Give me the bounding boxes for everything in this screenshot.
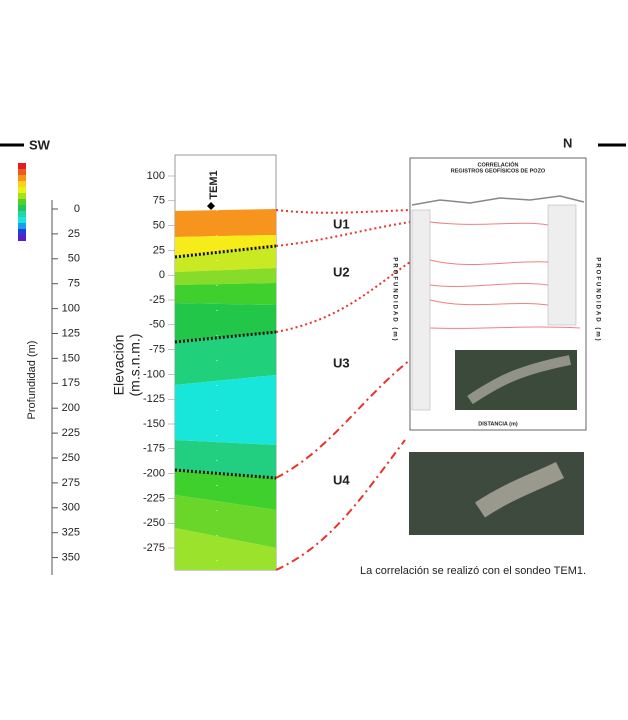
elevation-tick-label: -200 — [143, 468, 165, 480]
elevation-title: Elevación — [111, 335, 127, 396]
depth-tick-label: 125 — [62, 327, 80, 339]
depth-tick-label: 75 — [68, 278, 80, 290]
unit-label: U1 — [333, 216, 350, 231]
elevation-tick-label: -250 — [143, 517, 165, 529]
elevation-tick-label: -100 — [143, 368, 165, 380]
depth-tick-label: 150 — [62, 352, 80, 364]
depth-tick-label: 25 — [68, 228, 80, 240]
left-direction: SW — [29, 137, 51, 152]
depth-tick-label: 50 — [68, 253, 80, 265]
inset-right-axis: PROFUNDIDAD (m) — [594, 257, 600, 342]
correlation-lines — [275, 209, 411, 571]
elevation-tick-label: -175 — [143, 443, 165, 455]
sounding-label: TEM1 — [208, 170, 220, 199]
inset-left-axis: PROFUNDIDAD (m) — [391, 257, 397, 342]
depth-tick-label: 0 — [74, 203, 80, 215]
legend — [18, 163, 26, 241]
inset-title: REGISTROS GEOFÍSICOS DE POZO — [451, 166, 546, 174]
depth-tick-label: 350 — [62, 552, 80, 564]
caption: La correlación se realizó con el sondeo … — [360, 565, 586, 577]
depth-tick-label: 100 — [62, 303, 80, 315]
elevation-tick-label: -275 — [143, 542, 165, 554]
elevation-tick-label: -75 — [149, 344, 165, 356]
resistivity-column — [174, 154, 277, 571]
inset-title: CORRELACIÓN — [478, 160, 519, 168]
depth-tick-label: 325 — [62, 527, 80, 539]
elevation-tick-label: 100 — [147, 170, 165, 182]
depth-tick-label: 275 — [62, 477, 80, 489]
unit-label: U2 — [333, 264, 350, 279]
depth-tick-label: 175 — [62, 377, 80, 389]
elevation-tick-label: -25 — [149, 294, 165, 306]
elevation-tick-label: -125 — [143, 393, 165, 405]
right-direction: N — [563, 135, 572, 150]
depth-tick-label: 300 — [62, 502, 80, 514]
elevation-tick-label: 25 — [153, 244, 165, 256]
elevation-tick-label: -150 — [143, 418, 165, 430]
depth-tick-label: 225 — [62, 427, 80, 439]
unit-label: U3 — [333, 355, 350, 370]
sounding-marker — [207, 202, 215, 210]
elevation-tick-label: 75 — [153, 195, 165, 207]
depth-axis-title: Profundidad (m) — [26, 341, 38, 420]
depth-tick-label: 250 — [62, 452, 80, 464]
elevation-tick-label: 50 — [153, 220, 165, 232]
elevation-tick-label: -50 — [149, 319, 165, 331]
unit-label: U4 — [333, 472, 350, 487]
elevation-tick-label: -225 — [143, 492, 165, 504]
depth-tick-label: 200 — [62, 402, 80, 414]
inset: CORRELACIÓN REGISTROS GEOFÍSICOS DE POZO… — [391, 157, 600, 431]
elevation-tick-label: 0 — [159, 269, 165, 281]
inset-x-axis: DISTANCIA (m) — [478, 421, 518, 427]
elevation-title: (m.s.n.m.) — [127, 334, 143, 397]
